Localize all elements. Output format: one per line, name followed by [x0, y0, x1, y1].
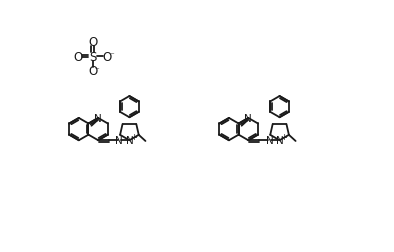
Text: N: N	[94, 113, 102, 123]
Text: +: +	[130, 132, 137, 141]
Text: S: S	[89, 51, 96, 64]
Text: N: N	[244, 113, 252, 123]
Text: N: N	[115, 136, 123, 146]
Text: O: O	[88, 36, 97, 49]
Text: +: +	[280, 132, 287, 141]
Text: N: N	[276, 136, 283, 146]
Text: N: N	[126, 136, 133, 146]
Text: O: O	[102, 51, 112, 64]
Text: ⁻: ⁻	[110, 51, 114, 60]
Text: O: O	[88, 65, 97, 78]
Text: O: O	[73, 51, 83, 64]
Text: N: N	[266, 136, 273, 146]
Text: ⁻: ⁻	[95, 66, 100, 75]
